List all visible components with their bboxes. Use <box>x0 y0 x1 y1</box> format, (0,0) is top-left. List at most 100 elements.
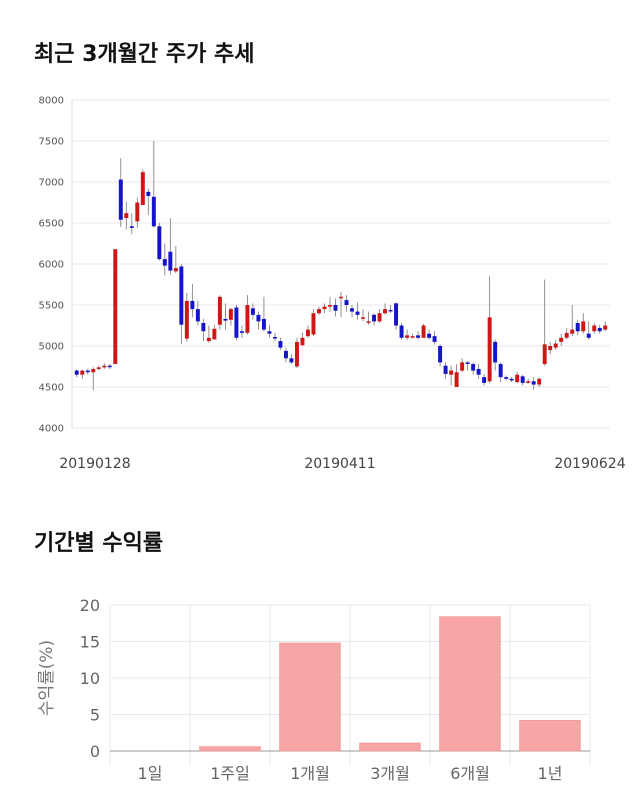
candle-body <box>190 300 195 310</box>
candle-body <box>96 367 101 369</box>
candle-body <box>118 179 123 220</box>
candle-body <box>344 300 349 305</box>
returns-x-tick-label: 1일 <box>138 764 163 783</box>
candle-body <box>509 378 514 381</box>
candle-body <box>333 305 338 311</box>
candle-body <box>498 364 503 378</box>
candle-body <box>542 344 547 365</box>
candle-body <box>234 307 239 338</box>
candle-body <box>410 336 415 338</box>
price-y-tick-label: 6500 <box>39 219 64 230</box>
candle-body <box>168 251 173 271</box>
candle-body <box>520 376 525 383</box>
candle-body <box>559 337 564 342</box>
candle-body <box>179 266 184 325</box>
candle-body <box>278 341 283 348</box>
price-candlestick-chart: 4000 4500 5000 5500 6000 6500 7000 7500 8000 2019… <box>39 96 626 473</box>
candle-body <box>487 317 492 382</box>
candle-body <box>256 314 261 322</box>
candle-body <box>355 311 360 315</box>
price-y-tick-label: 7000 <box>39 178 64 189</box>
candle-body <box>151 196 156 227</box>
candle-body <box>339 296 343 299</box>
candle-body <box>217 296 222 325</box>
candle-body <box>305 329 310 337</box>
candle-body <box>157 226 162 260</box>
candle-body <box>526 381 531 383</box>
candle-body <box>548 346 553 351</box>
candle-body <box>80 370 85 375</box>
candle-body <box>289 358 294 363</box>
candle-body <box>74 370 79 375</box>
candle-body <box>564 332 569 338</box>
candle-body <box>454 372 459 387</box>
price-y-tick-label: 5000 <box>39 342 64 353</box>
returns-x-tick-label: 1주일 <box>210 764 250 783</box>
returns-x-tick-label: 1년 <box>538 764 563 783</box>
candle-body <box>91 368 96 373</box>
candle-body <box>366 321 371 323</box>
returns-x-tick-label: 3개월 <box>370 764 410 783</box>
candle-body <box>537 378 542 385</box>
price-y-tick-label: 8000 <box>39 96 64 107</box>
candle-body <box>504 377 509 379</box>
candle-body <box>102 365 107 368</box>
returns-y-tick-label: 5 <box>90 706 100 725</box>
price-y-tick-label: 4500 <box>39 383 64 394</box>
candle-body <box>162 259 167 266</box>
candle-body <box>212 328 217 340</box>
candle-body <box>427 333 432 338</box>
candle-body <box>272 336 277 339</box>
candle-body <box>350 308 354 312</box>
candle-body <box>129 226 134 228</box>
price-y-tick-label: 4000 <box>39 424 64 435</box>
price-x-tick-label: 20190411 <box>304 456 375 472</box>
candle-body <box>443 365 448 374</box>
candle-body <box>377 313 382 322</box>
returns-bar <box>519 720 581 752</box>
candle-body <box>245 305 250 333</box>
candle-body <box>328 305 332 307</box>
returns-x-tick-label: 6개월 <box>450 764 490 783</box>
candle-body <box>597 327 602 332</box>
candle-body <box>471 364 476 371</box>
candle-body <box>515 374 520 383</box>
candle-body <box>316 309 321 314</box>
candle-body <box>586 333 591 338</box>
candle-body <box>239 331 244 333</box>
candle-body <box>531 381 536 385</box>
candle-body <box>493 341 498 363</box>
candle-body <box>361 317 366 319</box>
candle-body <box>482 377 487 383</box>
candle-body <box>388 309 393 312</box>
candle-body <box>575 323 580 332</box>
candle-body <box>394 303 399 326</box>
candle-body <box>173 268 178 272</box>
candle-body <box>267 331 272 334</box>
candle-body <box>300 337 305 346</box>
candle-body <box>570 329 575 334</box>
candle-body <box>383 309 388 314</box>
candle-body <box>184 300 189 339</box>
candle-body <box>107 365 112 368</box>
price-x-tick-label: 20190624 <box>554 456 625 472</box>
candle-body <box>135 202 140 222</box>
candle-body <box>206 337 211 342</box>
candle-body <box>460 362 465 371</box>
candle-body <box>449 370 454 375</box>
candle-body <box>140 172 145 205</box>
candle-body <box>201 323 206 332</box>
candle-body <box>399 325 404 338</box>
returns-y-tick-label: 10 <box>80 669 100 688</box>
candle-body <box>432 336 437 342</box>
candle-body <box>228 309 233 320</box>
candle-body <box>476 368 481 375</box>
candle-body <box>311 313 316 335</box>
candle-body <box>322 306 327 310</box>
returns-x-tick-label: 1개월 <box>290 764 330 783</box>
candle-body <box>283 350 288 359</box>
returns-y-tick-label: 20 <box>80 596 100 615</box>
candle-body <box>421 325 426 338</box>
candle-body <box>603 325 608 330</box>
